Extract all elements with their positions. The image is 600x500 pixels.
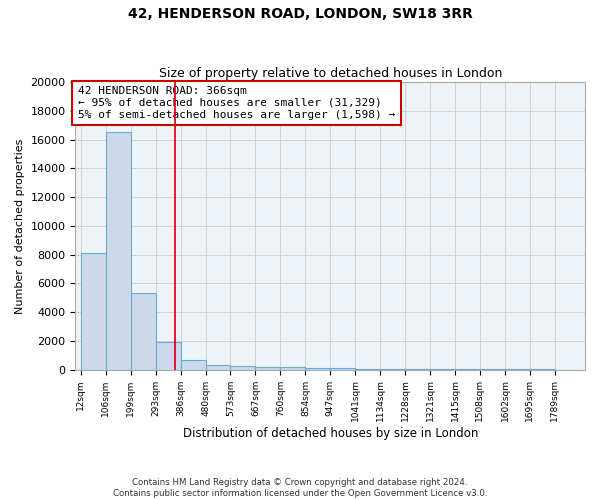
Bar bbox=[330, 368, 355, 370]
Bar bbox=[131, 294, 156, 370]
Bar bbox=[256, 366, 280, 370]
Bar bbox=[206, 364, 230, 370]
Bar bbox=[405, 369, 430, 370]
Title: Size of property relative to detached houses in London: Size of property relative to detached ho… bbox=[158, 66, 502, 80]
Bar bbox=[380, 369, 405, 370]
Bar bbox=[305, 368, 330, 370]
Y-axis label: Number of detached properties: Number of detached properties bbox=[15, 138, 25, 314]
Bar bbox=[181, 360, 206, 370]
Text: Contains HM Land Registry data © Crown copyright and database right 2024.
Contai: Contains HM Land Registry data © Crown c… bbox=[113, 478, 487, 498]
Bar bbox=[106, 132, 131, 370]
Text: 42, HENDERSON ROAD, LONDON, SW18 3RR: 42, HENDERSON ROAD, LONDON, SW18 3RR bbox=[128, 8, 472, 22]
X-axis label: Distribution of detached houses by size in London: Distribution of detached houses by size … bbox=[182, 427, 478, 440]
Bar bbox=[81, 253, 106, 370]
Bar bbox=[156, 342, 181, 369]
Bar bbox=[280, 368, 305, 370]
Bar bbox=[355, 368, 380, 370]
Text: 42 HENDERSON ROAD: 366sqm
← 95% of detached houses are smaller (31,329)
5% of se: 42 HENDERSON ROAD: 366sqm ← 95% of detac… bbox=[78, 86, 395, 120]
Bar bbox=[230, 366, 256, 370]
